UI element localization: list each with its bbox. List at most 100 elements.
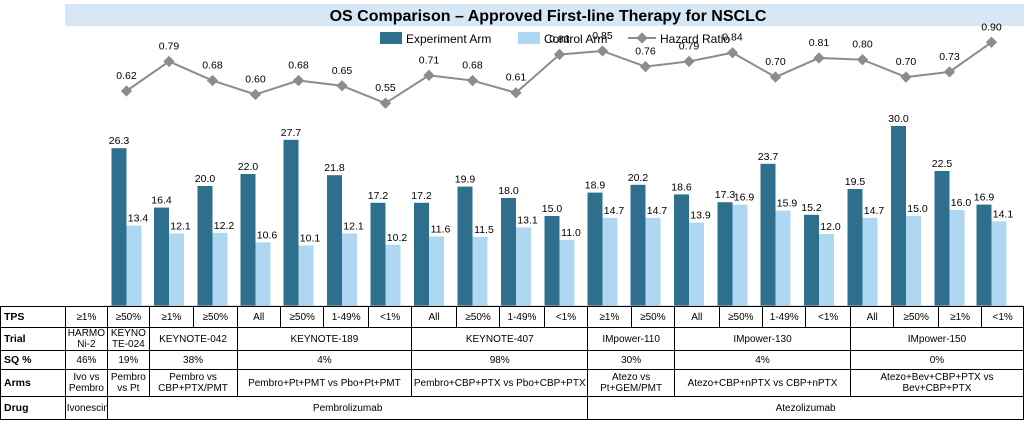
hazard-ratio-point (423, 69, 435, 81)
hazard-ratio-label: 0.60 (245, 73, 266, 85)
hazard-ratio-label: 0.61 (506, 72, 527, 84)
control-value-label: 12.1 (343, 220, 364, 232)
experiment-value-label: 17.2 (368, 190, 389, 202)
row-header-drug: Drug (0, 396, 66, 420)
experiment-bar (544, 216, 560, 306)
hazard-ratio-point (683, 55, 695, 68)
experiment-bar (370, 202, 386, 306)
arms-row: Arms Ivo vs Pembro Pembro vs Pt Pembro v… (0, 369, 1025, 397)
tps-cell: ≥1% (64, 306, 109, 328)
arms-cell: Ivo vs Pembro (64, 369, 109, 397)
control-bar (126, 225, 142, 306)
control-value-label: 16.9 (734, 192, 755, 204)
tps-cell: 1-49% (761, 306, 807, 328)
control-bar (516, 227, 531, 306)
experiment-bar (630, 184, 646, 306)
row-header-arms: Arms (0, 369, 66, 397)
experiment-bar (847, 189, 863, 306)
hazard-ratio-label: 0.68 (288, 60, 309, 72)
hazard-ratio-label: 0.76 (635, 46, 656, 58)
tps-cell: ≥1% (937, 306, 983, 328)
arms-cell: Pembro vs Pt (107, 369, 150, 397)
tps-cell: ≥50% (893, 306, 939, 328)
experiment-bar (283, 139, 299, 306)
control-bar (212, 232, 228, 306)
experiment-bar (501, 198, 516, 306)
experiment-value-label: 19.9 (455, 174, 476, 186)
trial-cell: KEYNOTE-042 (148, 327, 238, 351)
control-bar (991, 221, 1007, 306)
experiment-value-label: 27.7 (281, 127, 302, 139)
tps-cell: ≥50% (193, 306, 238, 328)
hazard-ratio-label: 0.65 (332, 65, 353, 77)
control-bar (255, 242, 271, 306)
drug-cell: Pembrolizumab (107, 396, 589, 420)
row-header-tps: TPS (0, 306, 66, 328)
control-value-label: 13.4 (128, 213, 149, 225)
hazard-ratio-series: 0.62 0.79 0.68 0.60 0.68 0.65 0.55 0.71 0.68 0.61… (116, 21, 1002, 109)
experiment-value-label: 18.0 (498, 185, 519, 197)
experiment-value-label: 21.8 (324, 162, 345, 174)
control-value-label: 15.0 (907, 203, 928, 215)
hazard-ratio-point (292, 74, 305, 87)
hazard-ratio-point (726, 47, 739, 59)
experiment-bar (111, 148, 127, 306)
control-value-label: 13.1 (517, 214, 538, 226)
arms-cell: Atezo+CBP+nPTX vs CBP+nPTX (674, 369, 851, 397)
hazard-ratio-label: 0.68 (202, 60, 223, 72)
experiment-value-label: 22.5 (932, 158, 953, 170)
experiment-bar (934, 171, 950, 306)
experiment-value-label: 20.0 (195, 173, 216, 185)
legend-swatch-experiment (380, 32, 402, 44)
tps-cell: <1% (367, 306, 413, 328)
drug-cell: Atezolizumab (587, 396, 1024, 420)
control-value-label: 12.2 (214, 220, 235, 232)
sq-cell: 4% (674, 350, 851, 370)
experiment-value-label: 16.4 (151, 195, 172, 207)
hazard-ratio-point (206, 74, 219, 87)
hazard-ratio-label: 0.55 (375, 82, 396, 94)
sq-cell: 0% (849, 350, 1025, 370)
hazard-ratio-label: 0.70 (765, 56, 786, 68)
trial-cell: KEYNO TE-024 (107, 327, 150, 351)
control-value-label: 11.5 (474, 224, 494, 236)
hazard-ratio-label: 0.83 (549, 33, 570, 45)
title-background (65, 4, 1024, 26)
experiment-value-label: 30.0 (888, 113, 909, 125)
hazard-ratio-point (466, 74, 479, 87)
control-bar (775, 210, 791, 306)
trial-cell: IMpower-150 (849, 327, 1025, 351)
control-bar (732, 204, 748, 306)
control-bar (819, 234, 834, 306)
legend-marker-hazard-ratio (636, 32, 648, 44)
hazard-ratio-label: 0.73 (939, 51, 960, 63)
experiment-bar (154, 207, 169, 306)
experiment-value-label: 23.7 (758, 151, 779, 163)
tps-cell: <1% (805, 306, 851, 328)
hazard-ratio-point (900, 71, 912, 83)
hazard-ratio-point (985, 36, 998, 48)
hazard-ratio-label: 0.84 (722, 32, 743, 44)
tps-cell: All (849, 306, 895, 328)
experiment-bar (760, 163, 776, 306)
tps-cell: 1-49% (499, 306, 545, 328)
hazard-ratio-point (856, 54, 869, 66)
sq-cell: 98% (411, 350, 589, 370)
hazard-ratio-label: 0.68 (462, 60, 483, 72)
tps-cell: All (236, 306, 281, 328)
sq-cell: 30% (587, 350, 676, 370)
trial-cell: HARMO Ni-2 (64, 327, 109, 351)
experiment-value-label: 18.6 (671, 181, 692, 193)
experiment-bar (976, 204, 992, 306)
arms-cell: Pembro vs CBP+PTX/PMT (148, 369, 238, 397)
legend: Experiment Arm Control Arm Hazard Ratio (380, 32, 730, 46)
experiment-value-label: 18.9 (585, 180, 606, 192)
control-value-label: 14.7 (864, 205, 885, 217)
control-value-label: 15.9 (777, 198, 798, 210)
hazard-ratio-label: 0.79 (679, 40, 700, 52)
control-bar (906, 216, 921, 306)
hazard-ratio-label: 0.85 (592, 30, 613, 42)
tps-cell: ≥50% (455, 306, 501, 328)
experiment-value-label: 16.9 (974, 192, 995, 204)
sq-cell: 19% (107, 350, 150, 370)
